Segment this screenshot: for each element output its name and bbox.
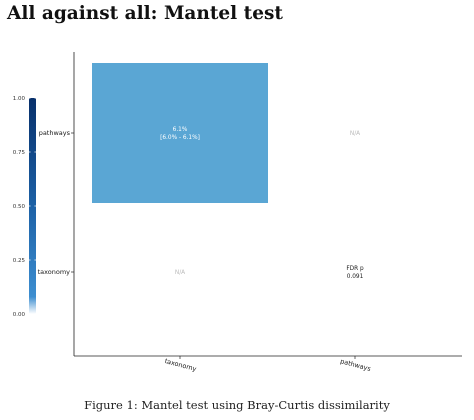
cell-label: N/A: [350, 131, 360, 137]
colorbar-tick-label: 1.00: [13, 96, 26, 102]
colorbar-tick-label: 0.75: [13, 150, 26, 156]
caption-prefix: Figure 1:: [84, 398, 138, 412]
colorbar-gradient: [29, 98, 36, 314]
y-tick-label: pathways: [39, 129, 71, 137]
cell-label: FDR p: [346, 266, 364, 272]
cell-label: N/A: [175, 270, 185, 276]
heatmap-cell: [92, 63, 268, 203]
cell-label: 0.091: [347, 274, 364, 280]
colorbar-tick-label: 0.00: [13, 312, 26, 318]
colorbar: 1.00 0.75 0.50 0.25 0.00: [13, 96, 36, 318]
x-tick-label: pathways: [339, 357, 372, 373]
cell-label: [6.0% - 6.1%]: [160, 135, 200, 141]
plot-area: 6.1% [6.0% - 6.1%] N/A N/A FDR p 0.091 taxonom…: [38, 52, 462, 373]
mantel-heatmap-figure: 1.00 0.75 0.50 0.25 0.00 6.1% [6.0% - 6.1%] N/…: [13, 52, 462, 373]
page-title: All against all: Mantel test: [7, 3, 283, 24]
caption-text: Mantel test using Bray-Curtis dissimilar…: [141, 398, 390, 412]
cell-label: 6.1%: [173, 127, 188, 133]
colorbar-tick-label: 0.25: [13, 258, 26, 264]
figure-caption: Figure 1: Mantel test using Bray-Curtis …: [0, 398, 474, 412]
x-tick-label: taxonomy: [164, 357, 198, 373]
y-tick-label: taxonomy: [38, 268, 71, 276]
colorbar-tick-label: 0.50: [13, 204, 26, 210]
